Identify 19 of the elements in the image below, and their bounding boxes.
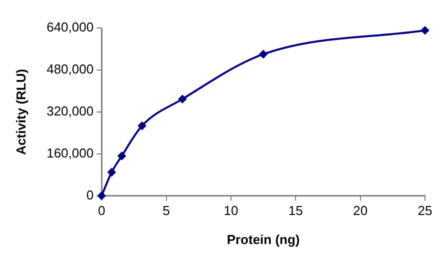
y-tick-label: 480,000 [46,62,94,77]
y-axis-title: Activity (RLU) [13,68,28,155]
y-tick-label: 160,000 [46,145,94,160]
point [118,152,126,160]
y-tick-label: 320,000 [46,103,94,118]
point [178,95,186,104]
x-tick-label: 5 [162,203,170,218]
point [259,50,268,58]
x-tick-label: 25 [418,203,432,218]
point [421,26,429,34]
x-tick-label: 10 [224,203,238,218]
point [138,122,146,130]
x-tick-label: 15 [288,203,303,218]
point [108,168,116,176]
x-tick-label: 0 [98,203,106,218]
y-tick-label: 0 [86,187,94,202]
x-axis-title: Protein (ng) [226,232,300,247]
y-tick-label: 640,000 [46,20,94,35]
x-tick-label: 20 [353,203,368,218]
